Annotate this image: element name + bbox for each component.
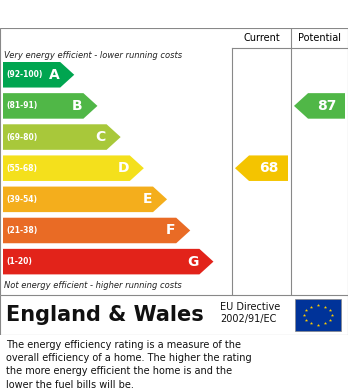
Text: E: E [142, 192, 152, 206]
Text: B: B [72, 99, 82, 113]
Text: (21-38): (21-38) [6, 226, 37, 235]
Text: Potential: Potential [298, 33, 341, 43]
Text: Current: Current [243, 33, 280, 43]
Polygon shape [294, 93, 345, 119]
Text: 68: 68 [259, 161, 278, 175]
Polygon shape [3, 187, 167, 212]
Text: (81-91): (81-91) [6, 101, 37, 110]
Text: (39-54): (39-54) [6, 195, 37, 204]
Text: Energy Efficiency Rating: Energy Efficiency Rating [9, 7, 230, 22]
Text: A: A [48, 68, 59, 82]
Text: (92-100): (92-100) [6, 70, 42, 79]
Text: 87: 87 [317, 99, 336, 113]
Polygon shape [3, 249, 213, 274]
Text: (55-68): (55-68) [6, 164, 37, 173]
Text: F: F [166, 224, 175, 237]
Polygon shape [3, 124, 121, 150]
Text: England & Wales: England & Wales [6, 305, 204, 325]
Polygon shape [235, 156, 288, 181]
Text: D: D [117, 161, 129, 175]
Bar [295, 299, 341, 331]
Polygon shape [3, 93, 97, 119]
Polygon shape [3, 62, 74, 88]
Text: The energy efficiency rating is a measure of the
overall efficiency of a home. T: The energy efficiency rating is a measur… [6, 340, 252, 389]
Text: C: C [95, 130, 105, 144]
Text: (1-20): (1-20) [6, 257, 32, 266]
Text: Not energy efficient - higher running costs: Not energy efficient - higher running co… [4, 281, 182, 290]
Text: EU Directive
2002/91/EC: EU Directive 2002/91/EC [220, 302, 280, 324]
Text: Very energy efficient - lower running costs: Very energy efficient - lower running co… [4, 51, 182, 60]
Text: G: G [187, 255, 198, 269]
Polygon shape [3, 218, 190, 243]
Polygon shape [3, 156, 144, 181]
Text: (69-80): (69-80) [6, 133, 37, 142]
